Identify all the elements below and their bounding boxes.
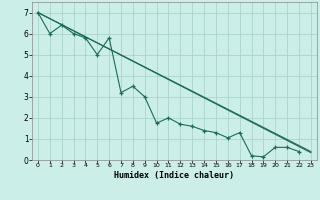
X-axis label: Humidex (Indice chaleur): Humidex (Indice chaleur) <box>115 171 234 180</box>
